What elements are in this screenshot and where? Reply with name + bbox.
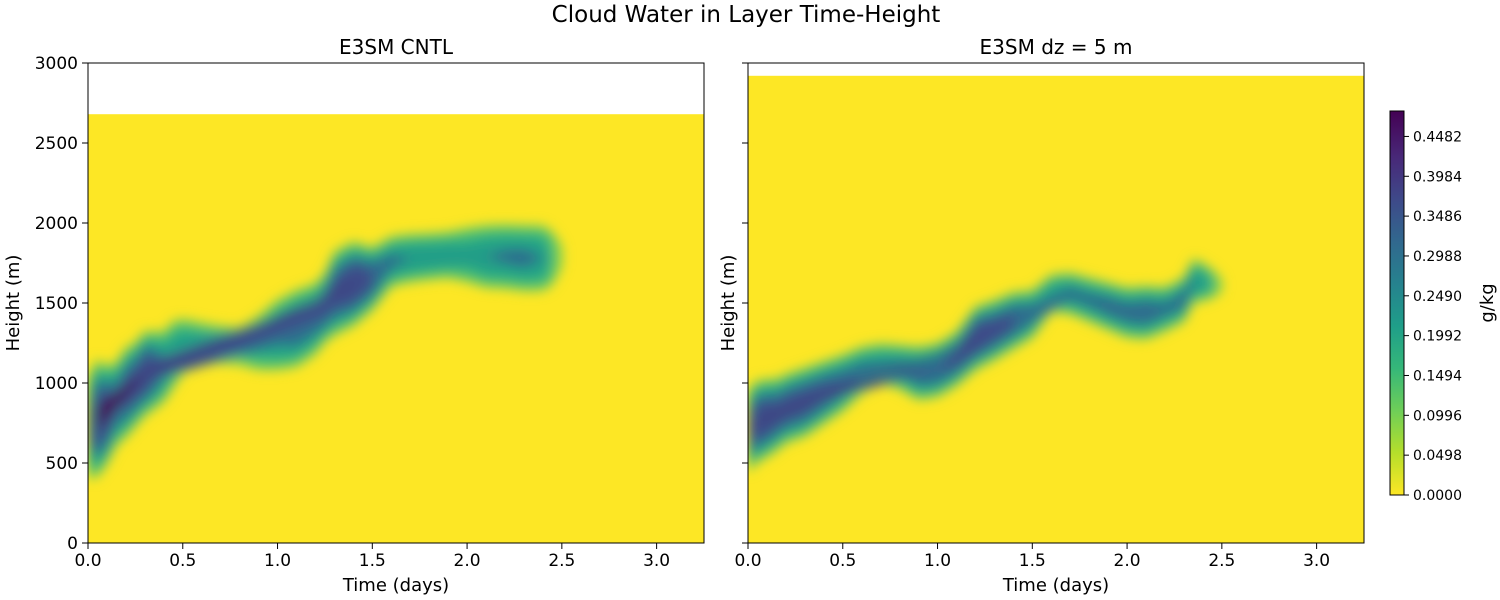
- y-axis-label-dz5: Height (m): [718, 255, 739, 352]
- x-tick-label: 2.5: [548, 551, 575, 571]
- colorbar-tick-label: 0.0996: [1413, 408, 1462, 424]
- colorbar-tick-label: 0.0498: [1413, 448, 1462, 464]
- figure-title: Cloud Water in Layer Time-Height: [552, 2, 941, 28]
- y-tick-label: 1500: [35, 294, 78, 314]
- y-axis-label-cntl: Height (m): [3, 255, 24, 352]
- panel-dz5: E3SM dz = 5 m 0.0 0.5 1.0 1.5 2.0 2.5 3.0 Time…: [718, 35, 1365, 596]
- panel-title-dz5: E3SM dz = 5 m: [980, 35, 1133, 59]
- cloud-layer: [748, 258, 1222, 473]
- panel-cntl: E3SM CNTL 0.0 0.5 1.0 1.5 2.0 2.5 3.0 0 500 1000 1…: [3, 35, 705, 596]
- colorbar-gradient: [1389, 110, 1405, 496]
- cloud-contour: [757, 337, 976, 423]
- x-axis-label-cntl: Time (days): [342, 575, 449, 596]
- panel-title-cntl: E3SM CNTL: [339, 35, 454, 59]
- cloud-contour: [748, 266, 1213, 461]
- x-tick-label: 3.0: [643, 551, 670, 571]
- colorbar: 0.0000 0.0498 0.0996 0.1494 0.1992 0.2490 0.29…: [1389, 110, 1498, 504]
- y-tick-label: 500: [46, 454, 78, 474]
- y-tick-label: 2000: [35, 214, 78, 234]
- x-tick-label: 0.0: [734, 551, 761, 571]
- x-tick-label: 1.5: [1019, 551, 1046, 571]
- y-tick-label: 1000: [35, 374, 78, 394]
- cloud-layer: [88, 224, 562, 479]
- y-tick-label: 3000: [35, 54, 78, 74]
- x-tick-label: 2.0: [454, 551, 481, 571]
- cloud-contour: [748, 313, 1014, 440]
- cloud-contour: [97, 264, 373, 448]
- x-tick-label: 2.0: [1114, 551, 1141, 571]
- x-tick-label: 1.5: [359, 551, 386, 571]
- y-tick-label: 2500: [35, 134, 78, 154]
- colorbar-label: g/kg: [1477, 283, 1498, 322]
- x-tick-label: 2.5: [1208, 551, 1235, 571]
- colorbar-tick-label: 0.0000: [1413, 488, 1462, 504]
- x-tick-label: 0.0: [74, 551, 101, 571]
- colorbar-tick-label: 0.2490: [1413, 289, 1462, 305]
- plot-area-dz5: 0.0 0.5 1.0 1.5 2.0 2.5 3.0: [734, 62, 1365, 571]
- colorbar-tick-label: 0.4482: [1413, 129, 1462, 145]
- colorbar-tick-label: 0.1494: [1413, 368, 1462, 384]
- x-tick-label: 3.0: [1303, 551, 1330, 571]
- colorbar-tick-label: 0.2988: [1413, 249, 1462, 265]
- x-tick-label: 1.0: [924, 551, 951, 571]
- x-tick-label: 1.0: [264, 551, 291, 571]
- colorbar-tick-label: 0.1992: [1413, 329, 1462, 345]
- x-tick-label: 0.5: [169, 551, 196, 571]
- colorbar-ticks: 0.0000 0.0498 0.0996 0.1494 0.1992 0.2490 0.29…: [1404, 129, 1462, 504]
- x-tick-label: 0.5: [829, 551, 856, 571]
- x-axis-label-dz5: Time (days): [1002, 575, 1109, 596]
- y-tick-label: 0: [67, 534, 78, 554]
- colorbar-tick-label: 0.3984: [1413, 169, 1462, 185]
- plot-area-cntl: 0.0 0.5 1.0 1.5 2.0 2.5 3.0 0 500 1000 1500 2000 250…: [35, 54, 705, 571]
- colorbar-tick-label: 0.3486: [1413, 209, 1462, 225]
